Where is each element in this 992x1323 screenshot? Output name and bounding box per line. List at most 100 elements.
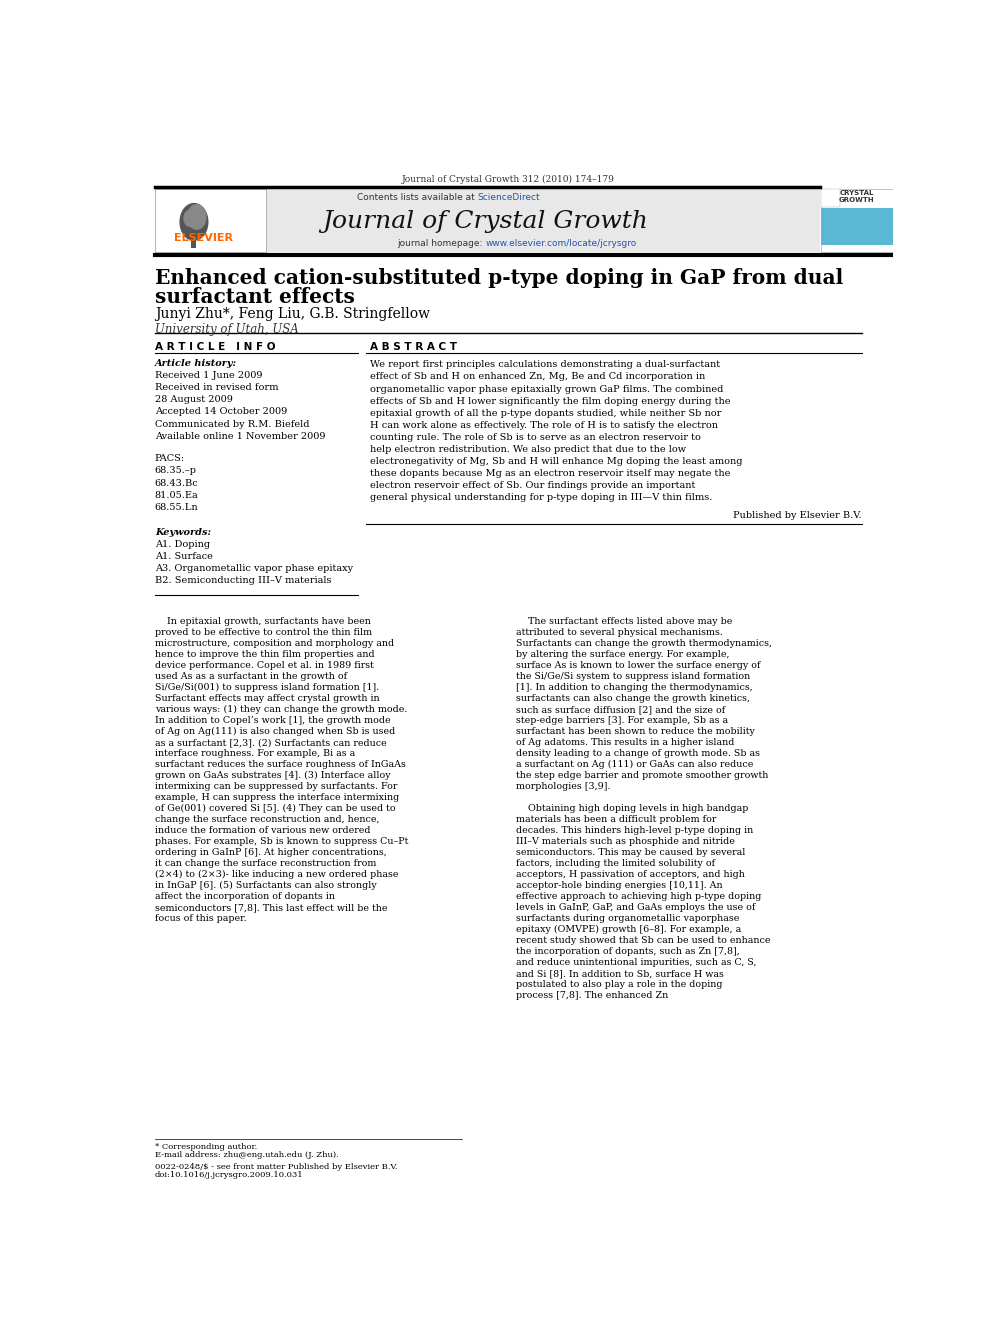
Text: surfactants can also change the growth kinetics,: surfactants can also change the growth k… bbox=[516, 695, 750, 704]
Text: journal homepage:: journal homepage: bbox=[397, 239, 485, 249]
Text: by altering the surface energy. For example,: by altering the surface energy. For exam… bbox=[516, 650, 729, 659]
Text: the step edge barrier and promote smoother growth: the step edge barrier and promote smooth… bbox=[516, 771, 769, 781]
Text: effective approach to achieving high p-type doping: effective approach to achieving high p-t… bbox=[516, 892, 762, 901]
FancyBboxPatch shape bbox=[155, 189, 819, 253]
Text: various ways: (1) they can change the growth mode.: various ways: (1) they can change the gr… bbox=[155, 705, 407, 714]
Text: Keywords:: Keywords: bbox=[155, 528, 211, 537]
Text: postulated to also play a role in the doping: postulated to also play a role in the do… bbox=[516, 980, 722, 990]
Text: change the surface reconstruction and, hence,: change the surface reconstruction and, h… bbox=[155, 815, 379, 824]
Text: intermixing can be suppressed by surfactants. For: intermixing can be suppressed by surfact… bbox=[155, 782, 397, 791]
Text: and reduce unintentional impurities, such as C, S,: and reduce unintentional impurities, suc… bbox=[516, 958, 757, 967]
Text: density leading to a change of growth mode. Sb as: density leading to a change of growth mo… bbox=[516, 749, 760, 758]
Text: factors, including the limited solubility of: factors, including the limited solubilit… bbox=[516, 859, 715, 868]
Text: decades. This hinders high-level p-type doping in: decades. This hinders high-level p-type … bbox=[516, 827, 753, 835]
Text: Enhanced cation-substituted p-type doping in GaP from dual: Enhanced cation-substituted p-type dopin… bbox=[155, 267, 843, 288]
Text: general physical understanding for p-type doping in III—V thin films.: general physical understanding for p-typ… bbox=[370, 492, 712, 501]
Text: affect the incorporation of dopants in: affect the incorporation of dopants in bbox=[155, 892, 334, 901]
Text: Available online 1 November 2009: Available online 1 November 2009 bbox=[155, 431, 325, 441]
Text: attributed to several physical mechanisms.: attributed to several physical mechanism… bbox=[516, 628, 723, 638]
Text: doi:10.1016/j.jcrysgro.2009.10.031: doi:10.1016/j.jcrysgro.2009.10.031 bbox=[155, 1171, 304, 1179]
Text: focus of this paper.: focus of this paper. bbox=[155, 914, 246, 923]
Text: We report first principles calculations demonstrating a dual-surfactant: We report first principles calculations … bbox=[370, 360, 720, 369]
Text: of Ag on Ag(111) is also changed when Sb is used: of Ag on Ag(111) is also changed when Sb… bbox=[155, 728, 395, 737]
Text: (2×4) to (2×3)- like inducing a new ordered phase: (2×4) to (2×3)- like inducing a new orde… bbox=[155, 871, 398, 880]
Text: device performance. Copel et al. in 1989 first: device performance. Copel et al. in 1989… bbox=[155, 662, 374, 671]
Text: 0022-0248/$ - see front matter Published by Elsevier B.V.: 0022-0248/$ - see front matter Published… bbox=[155, 1163, 397, 1171]
Text: electron reservoir effect of Sb. Our findings provide an important: electron reservoir effect of Sb. Our fin… bbox=[370, 480, 695, 490]
Text: surfactants during organometallic vaporphase: surfactants during organometallic vaporp… bbox=[516, 914, 739, 923]
Text: levels in GaInP, GaP, and GaAs employs the use of: levels in GaInP, GaP, and GaAs employs t… bbox=[516, 904, 756, 913]
Text: * Corresponding author.: * Corresponding author. bbox=[155, 1143, 257, 1151]
Text: the incorporation of dopants, such as Zn [7,8],: the incorporation of dopants, such as Zn… bbox=[516, 947, 740, 957]
Text: induce the formation of various new ordered: induce the formation of various new orde… bbox=[155, 827, 370, 835]
Text: electronegativity of Mg, Sb and H will enhance Mg doping the least among: electronegativity of Mg, Sb and H will e… bbox=[370, 456, 743, 466]
Text: it can change the surface reconstruction from: it can change the surface reconstruction… bbox=[155, 859, 376, 868]
Text: In addition to Copel’s work [1], the growth mode: In addition to Copel’s work [1], the gro… bbox=[155, 716, 391, 725]
Text: Junyi Zhu*, Feng Liu, G.B. Stringfellow: Junyi Zhu*, Feng Liu, G.B. Stringfellow bbox=[155, 307, 430, 321]
FancyBboxPatch shape bbox=[190, 234, 196, 249]
Text: acceptors, H passivation of acceptors, and high: acceptors, H passivation of acceptors, a… bbox=[516, 871, 745, 880]
Text: ScienceDirect: ScienceDirect bbox=[478, 193, 541, 202]
Text: morphologies [3,9].: morphologies [3,9]. bbox=[516, 782, 611, 791]
Text: process [7,8]. The enhanced Zn: process [7,8]. The enhanced Zn bbox=[516, 991, 669, 1000]
Circle shape bbox=[187, 205, 206, 229]
Text: surfactant has been shown to reduce the mobility: surfactant has been shown to reduce the … bbox=[516, 728, 755, 736]
Text: A B S T R A C T: A B S T R A C T bbox=[370, 343, 457, 352]
Text: as a surfactant [2,3]. (2) Surfactants can reduce: as a surfactant [2,3]. (2) Surfactants c… bbox=[155, 738, 387, 747]
Circle shape bbox=[185, 210, 196, 226]
Text: example, H can suppress the interface intermixing: example, H can suppress the interface in… bbox=[155, 794, 399, 802]
Text: Received 1 June 2009: Received 1 June 2009 bbox=[155, 370, 262, 380]
Text: A R T I C L E   I N F O: A R T I C L E I N F O bbox=[155, 343, 275, 352]
Text: and Si [8]. In addition to Sb, surface H was: and Si [8]. In addition to Sb, surface H… bbox=[516, 970, 724, 978]
Text: interface roughness. For example, Bi as a: interface roughness. For example, Bi as … bbox=[155, 749, 355, 758]
Text: Journal of Crystal Growth 312 (2010) 174–179: Journal of Crystal Growth 312 (2010) 174… bbox=[402, 175, 615, 184]
Text: The surfactant effects listed above may be: The surfactant effects listed above may … bbox=[516, 618, 732, 626]
Text: of Ag adatoms. This results in a higher island: of Ag adatoms. This results in a higher … bbox=[516, 738, 734, 747]
Text: B2. Semiconducting III–V materials: B2. Semiconducting III–V materials bbox=[155, 577, 331, 586]
Text: of Ge(001) covered Si [5]. (4) They can be used to: of Ge(001) covered Si [5]. (4) They can … bbox=[155, 804, 396, 814]
Text: effect of Sb and H on enhanced Zn, Mg, Be and Cd incorporation in: effect of Sb and H on enhanced Zn, Mg, B… bbox=[370, 373, 705, 381]
Text: epitaxial growth of all the p-type dopants studied, while neither Sb nor: epitaxial growth of all the p-type dopan… bbox=[370, 409, 721, 418]
Text: counting rule. The role of Sb is to serve as an electron reservoir to: counting rule. The role of Sb is to serv… bbox=[370, 433, 701, 442]
FancyBboxPatch shape bbox=[820, 208, 893, 245]
Text: E-mail address: zhu@eng.utah.edu (J. Zhu).: E-mail address: zhu@eng.utah.edu (J. Zhu… bbox=[155, 1151, 338, 1159]
Text: hence to improve the thin film properties and: hence to improve the thin film propertie… bbox=[155, 650, 374, 659]
FancyBboxPatch shape bbox=[820, 189, 840, 206]
FancyBboxPatch shape bbox=[155, 189, 266, 253]
Text: www.elsevier.com/locate/jcrysgro: www.elsevier.com/locate/jcrysgro bbox=[485, 239, 637, 249]
Text: a surfactant on Ag (111) or GaAs can also reduce: a surfactant on Ag (111) or GaAs can als… bbox=[516, 761, 754, 770]
Text: Communicated by R.M. Biefeld: Communicated by R.M. Biefeld bbox=[155, 419, 310, 429]
Text: materials has been a difficult problem for: materials has been a difficult problem f… bbox=[516, 815, 716, 824]
Text: A1. Surface: A1. Surface bbox=[155, 552, 212, 561]
Text: 28 August 2009: 28 August 2009 bbox=[155, 396, 233, 404]
Text: [1]. In addition to changing the thermodynamics,: [1]. In addition to changing the thermod… bbox=[516, 683, 753, 692]
Text: organometallic vapor phase epitaxially grown GaP films. The combined: organometallic vapor phase epitaxially g… bbox=[370, 385, 723, 393]
Text: Contents lists available at: Contents lists available at bbox=[357, 193, 478, 202]
Text: in InGaP [6]. (5) Surfactants can also strongly: in InGaP [6]. (5) Surfactants can also s… bbox=[155, 881, 377, 890]
Text: recent study showed that Sb can be used to enhance: recent study showed that Sb can be used … bbox=[516, 937, 771, 945]
Text: A1. Doping: A1. Doping bbox=[155, 540, 210, 549]
Text: help electron redistribution. We also predict that due to the low: help electron redistribution. We also pr… bbox=[370, 445, 686, 454]
Text: Received in revised form: Received in revised form bbox=[155, 382, 278, 392]
Text: phases. For example, Sb is known to suppress Cu–Pt: phases. For example, Sb is known to supp… bbox=[155, 837, 408, 847]
Text: 81.05.Ea: 81.05.Ea bbox=[155, 491, 198, 500]
Text: III–V materials such as phosphide and nitride: III–V materials such as phosphide and ni… bbox=[516, 837, 735, 847]
Text: semiconductors [7,8]. This last effect will be the: semiconductors [7,8]. This last effect w… bbox=[155, 904, 387, 913]
Text: Published by Elsevier B.V.: Published by Elsevier B.V. bbox=[733, 511, 862, 520]
Text: 68.43.Bc: 68.43.Bc bbox=[155, 479, 198, 488]
Text: ELSEVIER: ELSEVIER bbox=[174, 233, 233, 243]
Text: Surfactant effects may affect crystal growth in: Surfactant effects may affect crystal gr… bbox=[155, 695, 379, 704]
Text: surface As is known to lower the surface energy of: surface As is known to lower the surface… bbox=[516, 662, 761, 671]
Text: epitaxy (OMVPE) growth [6–8]. For example, a: epitaxy (OMVPE) growth [6–8]. For exampl… bbox=[516, 925, 741, 934]
Text: such as surface diffusion [2] and the size of: such as surface diffusion [2] and the si… bbox=[516, 705, 725, 714]
Text: ordering in GaInP [6]. At higher concentrations,: ordering in GaInP [6]. At higher concent… bbox=[155, 848, 387, 857]
Text: Obtaining high doping levels in high bandgap: Obtaining high doping levels in high ban… bbox=[516, 804, 748, 814]
Text: University of Utah, USA: University of Utah, USA bbox=[155, 323, 299, 336]
Text: acceptor-hole binding energies [10,11]. An: acceptor-hole binding energies [10,11]. … bbox=[516, 881, 723, 890]
Text: these dopants because Mg as an electron reservoir itself may negate the: these dopants because Mg as an electron … bbox=[370, 468, 730, 478]
Text: microstructure, composition and morphology and: microstructure, composition and morpholo… bbox=[155, 639, 394, 648]
Text: Journal of Crystal Growth: Journal of Crystal Growth bbox=[322, 209, 649, 233]
Text: 68.35.–p: 68.35.–p bbox=[155, 467, 196, 475]
Text: PACS:: PACS: bbox=[155, 454, 185, 463]
FancyBboxPatch shape bbox=[820, 189, 893, 253]
